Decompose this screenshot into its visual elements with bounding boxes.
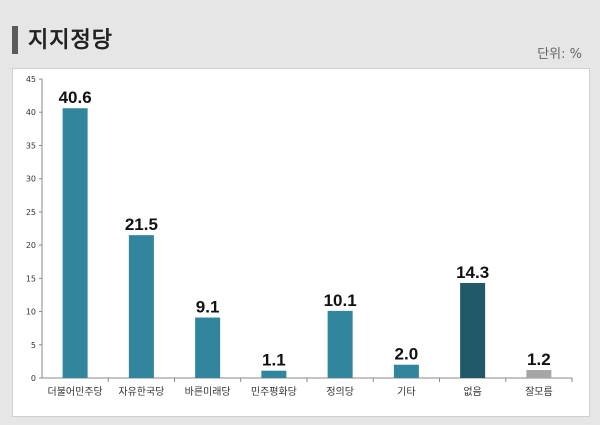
y-ticks: 0 5 10 15 20 25 30 35 40 45 bbox=[26, 75, 42, 383]
y-tick-label: 5 bbox=[31, 341, 36, 350]
bar-5 bbox=[393, 364, 419, 378]
unit-label: 단위: % bbox=[537, 47, 582, 62]
y-tick-label: 35 bbox=[26, 141, 36, 150]
value-label-6: 14.3 bbox=[456, 263, 489, 282]
value-label-7: 1.2 bbox=[527, 350, 551, 369]
category-label-1: 자유한국당 bbox=[118, 386, 164, 398]
category-label-2: 바른미래당 bbox=[185, 386, 231, 398]
bar-7 bbox=[526, 370, 552, 378]
y-tick-label: 40 bbox=[26, 108, 36, 117]
bar-2 bbox=[195, 317, 221, 378]
y-tick-label: 45 bbox=[26, 75, 36, 84]
value-label-3: 1.1 bbox=[262, 351, 286, 370]
value-label-4: 10.1 bbox=[324, 291, 357, 310]
y-tick-label: 20 bbox=[26, 241, 36, 250]
page-title: 지지정당 bbox=[28, 28, 113, 53]
title-accent-bar bbox=[12, 26, 18, 54]
bar-4 bbox=[327, 310, 353, 378]
category-label-3: 민주평화당 bbox=[251, 386, 297, 398]
y-tick-label: 15 bbox=[26, 274, 36, 283]
category-label-4: 정의당 bbox=[326, 386, 354, 398]
bar-3 bbox=[261, 370, 287, 378]
bar-6 bbox=[460, 282, 486, 378]
bar-1 bbox=[128, 235, 154, 378]
y-tick-label: 25 bbox=[26, 208, 36, 217]
value-label-1: 21.5 bbox=[125, 215, 158, 234]
y-tick-label: 10 bbox=[26, 308, 36, 317]
category-label-0: 더불어민주당 bbox=[48, 386, 103, 398]
y-tick-label: 30 bbox=[26, 175, 36, 184]
y-tick-label: 0 bbox=[31, 374, 36, 383]
category-labels: 더불어민주당 자유한국당 바른미래당 민주평화당 정의당 기타 없음 잘모름 bbox=[48, 378, 573, 398]
category-label-5: 기타 bbox=[397, 386, 415, 398]
bars bbox=[62, 108, 552, 378]
category-label-6: 없음 bbox=[463, 385, 481, 398]
value-label-2: 9.1 bbox=[196, 298, 220, 317]
value-label-5: 2.0 bbox=[395, 345, 419, 364]
value-label-0: 40.6 bbox=[59, 88, 92, 107]
category-label-7: 잘모름 bbox=[525, 386, 553, 398]
bar-0 bbox=[62, 108, 88, 378]
value-labels: 40.6 21.5 9.1 1.1 10.1 2.0 14.3 1.2 bbox=[59, 88, 551, 369]
